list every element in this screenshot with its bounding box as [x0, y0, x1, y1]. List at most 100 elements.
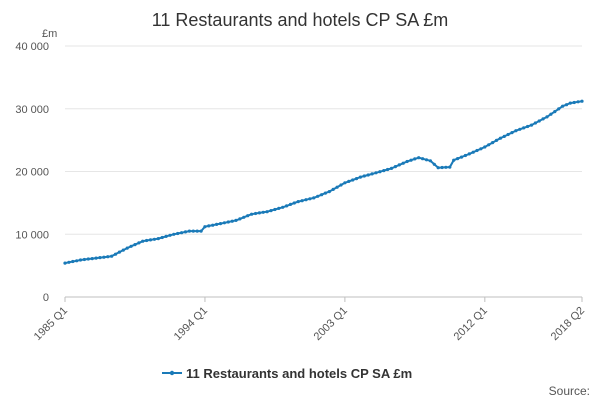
data-point [71, 259, 75, 264]
data-point [374, 171, 378, 175]
data-point [331, 187, 335, 191]
x-tick-label: 1985 Q1 [32, 305, 70, 343]
data-point [526, 124, 530, 129]
source-label: Source: [549, 384, 590, 398]
data-point [557, 107, 561, 111]
data-point [541, 117, 545, 121]
data-point [421, 157, 425, 161]
data-point [148, 238, 153, 242]
series-line [64, 100, 583, 265]
data-point [393, 165, 397, 169]
data-point [405, 159, 409, 164]
data-point [456, 157, 460, 161]
axis-layer: 0 10 000 20 000 30 000 40 000 1985 Q1 1994 Q1 2… [15, 41, 587, 343]
data-point [362, 174, 366, 178]
legend-label: 11 Restaurants and hotels CP SA £m [186, 366, 412, 381]
legend-dot-marker [169, 370, 175, 376]
data-point [479, 147, 483, 151]
data-point [354, 177, 359, 181]
data-point [285, 204, 289, 208]
data-point [448, 165, 452, 169]
data-point [160, 235, 164, 240]
data-point [94, 256, 98, 260]
chart-title: 11 Restaurants and hotels CP SA £m [152, 10, 449, 30]
data-point [409, 158, 413, 162]
data-point [273, 207, 277, 212]
data-point [413, 157, 417, 161]
data-point [199, 229, 203, 233]
data-point [117, 250, 121, 254]
data-point [358, 175, 362, 179]
data-point [203, 225, 207, 229]
legend: 11 Restaurants and hotels CP SA £m [162, 366, 412, 381]
data-point [389, 166, 394, 170]
data-point [265, 210, 269, 214]
data-point [304, 198, 308, 202]
data-point [102, 255, 106, 259]
data-point [187, 229, 191, 233]
data-point [125, 246, 129, 250]
data-point [90, 257, 94, 261]
data-point [156, 237, 160, 241]
data-point [320, 193, 324, 197]
data-point [253, 211, 258, 216]
data-point [370, 172, 374, 176]
data-point [296, 200, 300, 204]
data-point [164, 234, 168, 238]
data-point [250, 212, 254, 216]
data-point [459, 155, 464, 159]
series-layer [63, 99, 584, 265]
data-point [269, 209, 273, 213]
data-point [323, 191, 327, 195]
data-point [261, 210, 265, 214]
data-point [75, 259, 79, 263]
data-point [436, 166, 440, 170]
data-point [491, 141, 495, 145]
data-point [218, 222, 223, 226]
data-point [180, 231, 184, 235]
data-point [483, 145, 487, 149]
data-point [347, 179, 351, 183]
data-point [378, 170, 382, 174]
x-tick-label: 2003 Q1 [312, 305, 350, 343]
data-point [133, 243, 137, 247]
data-point [327, 190, 331, 194]
data-point [234, 218, 238, 222]
data-point [238, 217, 242, 221]
data-point [281, 205, 285, 209]
data-point [172, 232, 176, 236]
data-point [300, 199, 304, 203]
data-point [257, 211, 261, 215]
data-point [463, 153, 467, 158]
data-point [226, 220, 230, 224]
data-point [351, 178, 355, 182]
data-point [467, 152, 471, 156]
data-point [549, 112, 553, 116]
data-point [137, 241, 141, 245]
data-point [152, 237, 156, 241]
data-point [561, 104, 565, 108]
data-point [195, 229, 199, 233]
data-point [428, 159, 432, 163]
data-point [335, 185, 339, 189]
data-point [545, 115, 549, 119]
data-point [277, 206, 281, 210]
data-point [498, 136, 502, 140]
data-point [502, 134, 506, 138]
data-point [106, 255, 110, 259]
data-point [452, 158, 456, 162]
data-point [568, 101, 572, 105]
data-point [168, 233, 172, 237]
data-point [572, 100, 576, 105]
data-point [312, 196, 316, 200]
y-tick-label: 20 000 [15, 167, 49, 179]
x-tick-label: 2012 Q1 [452, 305, 490, 343]
data-point [440, 165, 444, 170]
data-point [494, 138, 499, 142]
data-point [145, 238, 149, 243]
grid-layer [65, 45, 582, 235]
data-point [576, 100, 580, 104]
data-point [191, 229, 195, 233]
y-tick-label: 40 000 [15, 41, 49, 53]
